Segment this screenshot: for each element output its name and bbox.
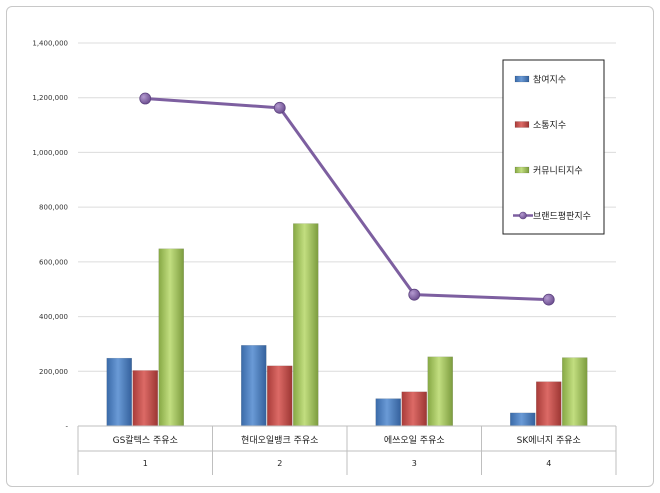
bar — [427, 356, 453, 427]
legend-label: 참여지수 — [533, 74, 566, 86]
x-tick-label: SK에너지 주유소 — [517, 435, 581, 446]
bar — [132, 370, 158, 427]
bar — [293, 223, 319, 427]
bar — [106, 357, 132, 427]
line-point — [408, 288, 421, 301]
y-tick-label: 400,000 — [39, 313, 68, 321]
y-tick-label: 1,000,000 — [32, 149, 68, 157]
x-tick-label: 현대오일뱅크 주유소 — [241, 435, 318, 446]
x-index-label: 4 — [546, 459, 551, 468]
legend-swatch — [514, 75, 530, 83]
line-point — [139, 92, 152, 105]
bar — [536, 381, 562, 427]
x-index-label: 2 — [277, 459, 282, 468]
line-point — [273, 101, 286, 114]
legend-swatch — [514, 166, 530, 174]
bar — [562, 357, 588, 427]
line-point — [542, 293, 555, 306]
bar — [375, 398, 401, 427]
bar — [241, 345, 267, 427]
y-tick-label: - — [65, 423, 68, 431]
bar — [401, 391, 427, 427]
series-line — [145, 97, 549, 302]
y-tick-label: 800,000 — [39, 204, 68, 212]
legend-label: 브랜드평판지수 — [533, 211, 591, 222]
legend-swatch — [514, 121, 530, 128]
y-tick-label: 600,000 — [39, 258, 68, 266]
bar — [267, 365, 293, 427]
y-tick-label: 1,200,000 — [32, 94, 68, 102]
x-index-label: 3 — [412, 459, 417, 468]
bar — [510, 412, 536, 427]
y-tick-label: 1,400,000 — [32, 40, 68, 48]
x-tick-label: GS칼텍스 주유소 — [113, 435, 178, 446]
y-tick-label: 200,000 — [39, 368, 68, 376]
x-index-label: 1 — [143, 459, 148, 468]
x-tick-label: 에쓰오일 주유소 — [384, 435, 445, 446]
legend-box — [502, 59, 605, 235]
legend-marker — [519, 211, 527, 220]
legend-label: 소통지수 — [533, 120, 566, 131]
legend-label: 커뮤니티지수 — [533, 166, 583, 177]
bar — [158, 248, 184, 427]
